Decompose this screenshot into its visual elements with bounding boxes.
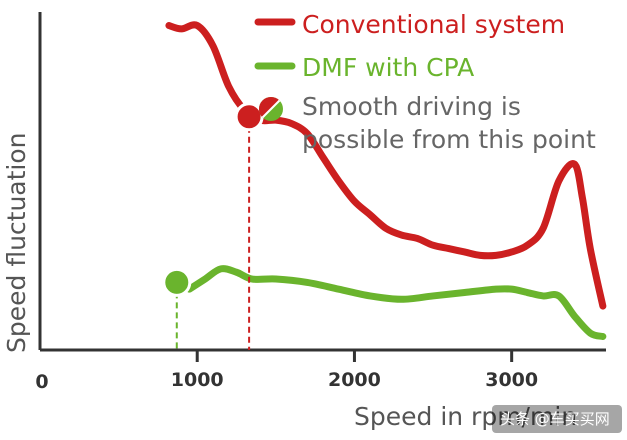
watermark-background [492,405,622,433]
y-axis-label: Speed fluctuation [2,132,31,353]
x-tick-label: 2000 [328,369,381,391]
legend-label-conventional: Conventional system [302,10,565,39]
x-tick-label: 0 [35,371,48,393]
annotation-line-2: possible from this point [302,125,596,154]
legend-label-dmf: DMF with CPA [302,53,474,82]
smooth-driving-marker-icon [258,96,283,121]
watermark-text: 头条 @车买买网 [500,410,610,428]
conventional-smooth-point-marker [234,102,264,132]
x-axis-label: Speed in rpm/min [354,402,577,431]
series-line-dmf [185,265,607,340]
x-tick-label: 3000 [485,369,538,391]
annotation-line-1: Smooth driving is [302,92,521,121]
x-tick-label: 1000 [171,369,224,391]
dmf-smooth-point-marker [162,267,192,297]
